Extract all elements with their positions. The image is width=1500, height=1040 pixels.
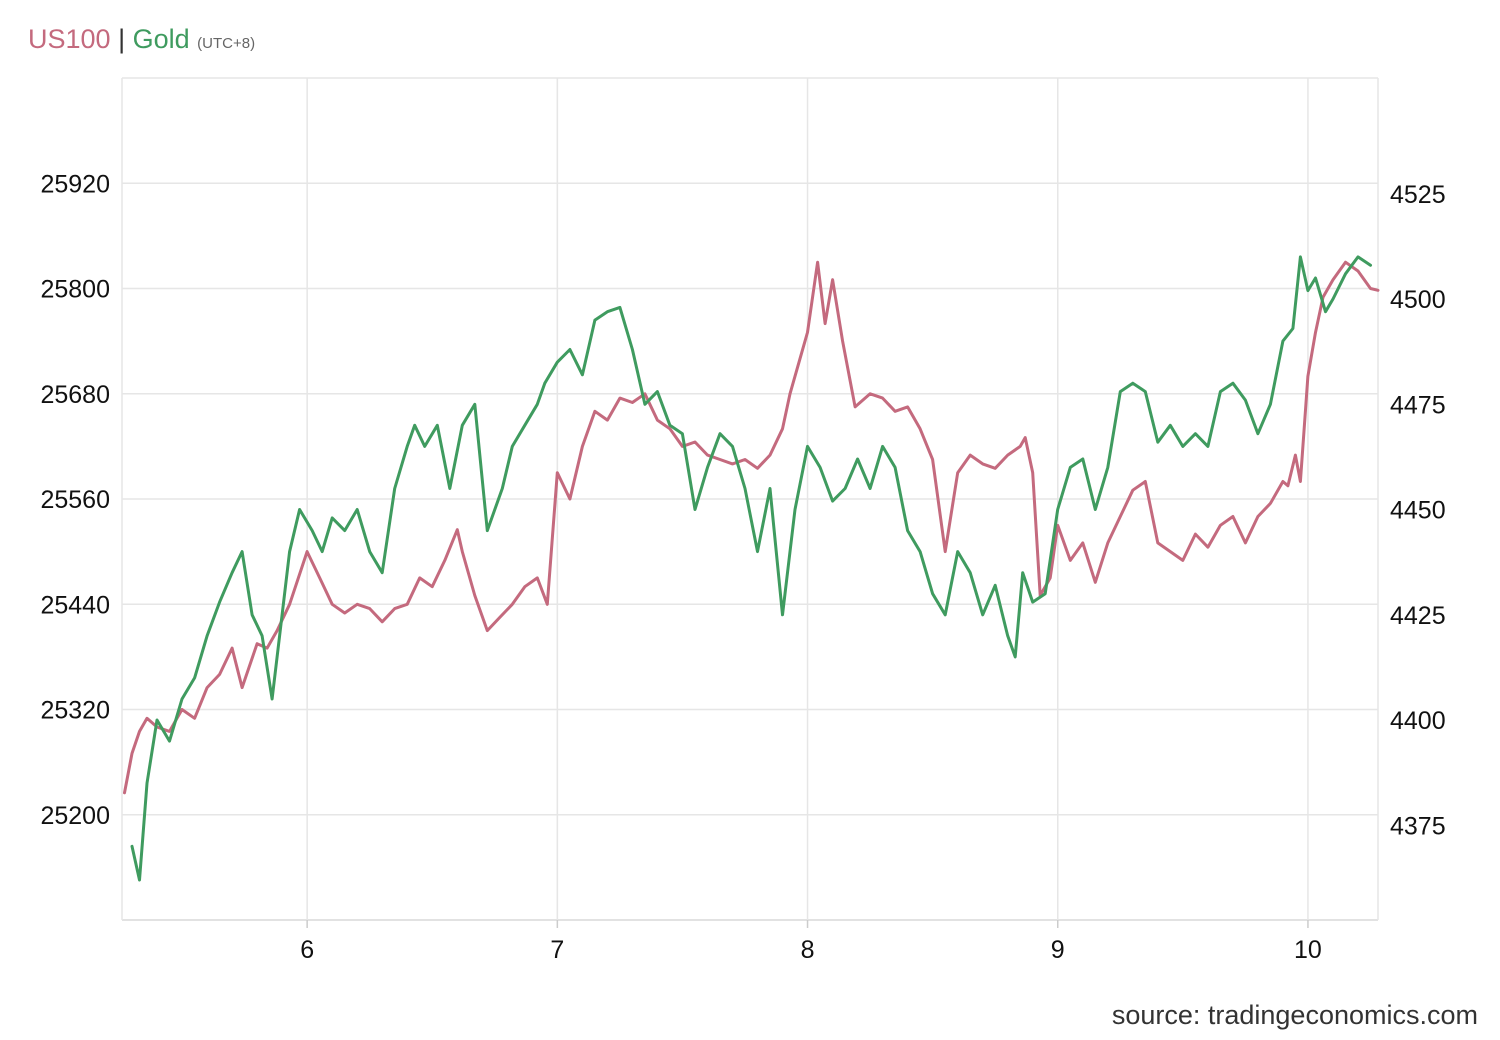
left-tick-label: 25320 — [40, 697, 110, 725]
series-line-gold — [130, 255, 1372, 882]
legend-separator: | — [118, 24, 126, 54]
right-tick-label: 4400 — [1390, 707, 1446, 735]
left-tick-label: 25680 — [40, 381, 110, 409]
right-tick-label: 4525 — [1390, 181, 1446, 209]
series-lines — [123, 255, 1380, 882]
legend-gold: Gold — [132, 24, 190, 54]
x-tick-label: 6 — [300, 936, 314, 964]
right-tick-label: 4475 — [1390, 391, 1446, 419]
x-tick-label: 8 — [801, 936, 815, 964]
left-axis-ticks: 25200 25320 25440 25560 25680 25800 25920 — [40, 170, 110, 830]
x-tick-label: 7 — [550, 936, 564, 964]
chart-legend: US100 | Gold (UTC+8) — [28, 24, 255, 55]
legend-timezone: (UTC+8) — [197, 35, 256, 52]
right-tick-label: 4500 — [1390, 286, 1446, 314]
right-tick-label: 4450 — [1390, 497, 1446, 525]
x-tick-label: 10 — [1294, 936, 1322, 964]
left-tick-label: 25920 — [40, 170, 110, 198]
right-tick-label: 4375 — [1390, 812, 1446, 840]
right-axis-ticks: 4375 4400 4425 4450 4475 4500 4525 — [1390, 181, 1446, 841]
right-tick-label: 4425 — [1390, 602, 1446, 630]
series-line-us100 — [123, 260, 1380, 795]
x-axis-ticks: 6 7 8 9 10 — [300, 936, 1322, 964]
left-tick-label: 25440 — [40, 591, 110, 619]
left-tick-label: 25800 — [40, 276, 110, 304]
x-tick-label: 9 — [1051, 936, 1065, 964]
left-tick-label: 25200 — [40, 802, 110, 830]
source-credit: source: tradingeconomics.com — [1111, 1000, 1478, 1030]
grid — [121, 77, 1379, 928]
left-tick-label: 25560 — [40, 486, 110, 514]
legend-us100: US100 — [28, 24, 111, 54]
